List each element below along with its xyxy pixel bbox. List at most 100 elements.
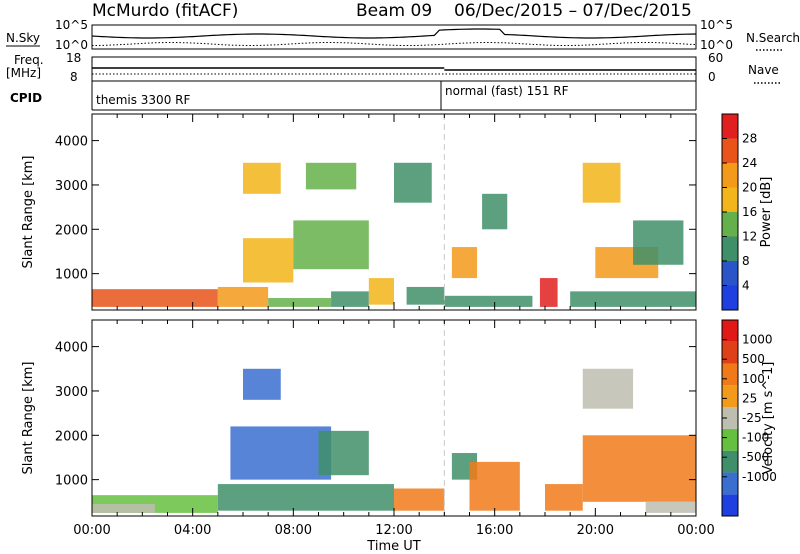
x-axis-label: Time UT (366, 539, 420, 554)
power-colorbar-ticklabel: 12 (742, 230, 757, 244)
power-region (368, 278, 394, 305)
x-ticklabel: 04:00 (174, 523, 211, 538)
power-region (633, 220, 684, 265)
x-ticklabel: 08:00 (275, 523, 312, 538)
velocity-colorbar-label: Velocity [m s^-1] (761, 362, 776, 475)
velocity-colorbar-segment (722, 472, 738, 495)
velocity-y-ticklabel: 3000 (55, 385, 88, 400)
noise-left-tick-bottom: 10^0 (55, 38, 88, 52)
power-region (268, 298, 332, 307)
noise-search-trace (92, 42, 697, 46)
power-colorbar-segment (722, 114, 738, 139)
velocity-colorbar-segment (722, 494, 738, 516)
velocity-region (230, 426, 332, 480)
power-colorbar-ticklabel: 20 (742, 181, 757, 195)
velocity-heatmap (92, 320, 696, 516)
power-axes: 1000 2000 3000 4000 (55, 114, 697, 310)
x-axis-ticklabels: 00:00 04:00 08:00 12:00 16:00 20:00 00:00 (73, 523, 714, 538)
power-colorbar-segment (722, 236, 738, 261)
cpid-panel: CPID themis 3300 RF normal (fast) 151 RF (10, 81, 697, 111)
power-colorbar-ticklabel: 16 (742, 205, 757, 219)
power-colorbar-label: Power [dB] (759, 177, 774, 248)
power-region (293, 220, 369, 270)
noise-search-label: N.Search (746, 31, 800, 45)
velocity-y-ticklabel: 2000 (55, 429, 88, 444)
velocity-colorbar-ticklabel: -100 (742, 431, 769, 445)
power-colorbar-segment (722, 285, 738, 310)
velocity-colorbar-segment (722, 363, 738, 386)
nave-label: Nave (748, 63, 779, 77)
freq-panel-frame (91, 56, 697, 82)
power-colorbar-segment (722, 187, 738, 212)
cpid-segment-1: themis 3300 RF (96, 93, 190, 107)
power-region (243, 162, 281, 194)
power-colorbar-ticklabel: 8 (742, 254, 750, 268)
power-region (394, 162, 432, 203)
velocity-colorbar-ticklabel: 100 (742, 372, 765, 386)
power-y-ticklabel: 4000 (55, 135, 88, 150)
date-range: 06/Dec/2015 – 07/Dec/2015 (454, 1, 692, 21)
velocity-region (582, 435, 696, 502)
power-colorbar-segment (722, 163, 738, 188)
velocity-region (243, 368, 281, 400)
velocity-region (545, 484, 583, 511)
freq-label-line1: Freq. (14, 53, 44, 67)
power-region (331, 291, 369, 307)
power-colorbar-ticklabel: 24 (742, 156, 757, 170)
beam-label: Beam 09 (356, 1, 432, 21)
velocity-colorbar-segment (722, 428, 738, 451)
cpid-segment-2: normal (fast) 151 RF (445, 84, 569, 98)
velocity-region (318, 484, 394, 511)
velocity-y-axis-label: Slant Range [km] (21, 362, 36, 475)
power-region (444, 295, 533, 307)
power-colorbar-segment (722, 212, 738, 237)
velocity-region (217, 484, 319, 511)
noise-right-tick-top: 10^5 (700, 18, 733, 32)
velocity-colorbar-segment (722, 450, 738, 473)
power-y-ticklabel: 2000 (55, 223, 88, 238)
freq-left-tick-top: 18 (66, 51, 81, 65)
velocity-region (92, 504, 155, 513)
power-region (539, 278, 558, 307)
x-ticklabel: 16:00 (476, 523, 513, 538)
velocity-colorbar-segment (722, 341, 738, 364)
noise-left-tick-top: 10^5 (55, 18, 88, 32)
velocity-colorbar-segment (722, 320, 738, 342)
noise-panel: N.Sky 10^5 10^0 10^5 10^0 N.Search (6, 18, 800, 52)
noise-panel-frame (91, 24, 697, 50)
power-region (482, 193, 508, 230)
velocity-colorbar-ticklabel: -25 (742, 411, 762, 425)
power-region (305, 162, 357, 190)
velocity-region (582, 368, 634, 409)
x-ticklabel: 00:00 (677, 523, 714, 538)
noise-sky-trace (91, 28, 697, 39)
freq-traces (92, 67, 696, 75)
velocity-region (645, 501, 696, 513)
velocity-colorbar-ticklabel: -1000 (742, 470, 777, 484)
x-ticklabel: 20:00 (577, 523, 614, 538)
power-y-ticklabel: 1000 (55, 268, 88, 283)
velocity-y-ticklabel: 1000 (55, 474, 88, 489)
power-colorbar-segment (722, 138, 738, 163)
x-ticklabel: 12:00 (375, 523, 412, 538)
velocity-colorbar-ticklabel: 500 (742, 352, 765, 366)
velocity-colorbar: 1000 500 100 25 -25 -100 -500 -1000 (721, 319, 777, 517)
power-colorbar: 4 8 12 16 20 24 28 (721, 113, 757, 311)
power-region (217, 286, 269, 307)
velocity-region (318, 430, 369, 476)
freq-right-tick-top: 60 (708, 51, 723, 65)
velocity-colorbar-ticklabel: 25 (742, 391, 757, 405)
power-region (570, 291, 696, 307)
noise-sky-label: N.Sky (6, 31, 40, 45)
velocity-y-ticklabel: 4000 (55, 341, 88, 356)
power-colorbar-ticklabel: 4 (742, 279, 750, 293)
velocity-panel: 1000 2000 3000 4000 Slant Range [km] 1000 50… (21, 319, 777, 517)
velocity-colorbar-segment (722, 407, 738, 429)
velocity-axes: 1000 2000 3000 4000 (55, 320, 697, 516)
x-ticklabel: 00:00 (73, 523, 110, 538)
power-region (406, 286, 445, 305)
power-region (243, 238, 294, 283)
power-region (451, 247, 478, 279)
power-colorbar-segment (722, 261, 738, 286)
